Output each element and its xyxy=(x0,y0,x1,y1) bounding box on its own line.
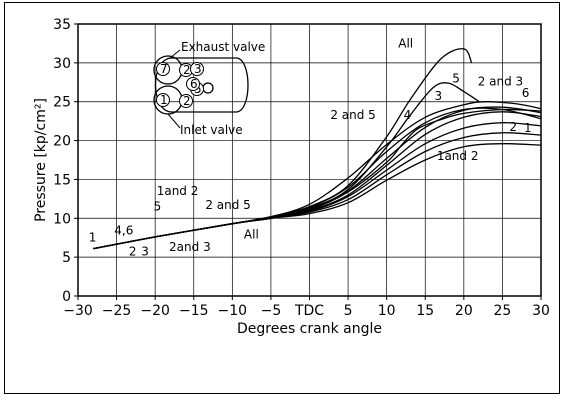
valve-position-number: 2 xyxy=(183,63,191,77)
valve-position-number: 7 xyxy=(160,62,168,76)
annotation-label: All xyxy=(398,36,413,50)
x-tick-label: 15 xyxy=(416,303,434,319)
annotation-label: All xyxy=(244,227,259,241)
x-tick-label: 20 xyxy=(455,303,473,319)
annotation-label: 1and 2 xyxy=(157,184,199,198)
x-tick-label: −20 xyxy=(140,303,170,319)
annotation-label: 2 xyxy=(509,120,517,134)
valve-position-marker xyxy=(156,62,170,76)
x-tick-label: −25 xyxy=(102,303,132,319)
series-line-2-and-5 xyxy=(93,108,542,250)
x-tick-label: 30 xyxy=(532,303,550,319)
series-line-5 xyxy=(93,82,480,250)
x-axis-label: Degrees crank angle xyxy=(237,321,382,337)
annotation-label: 2 and 5 xyxy=(330,108,375,122)
annotation-label: 3 xyxy=(141,245,149,259)
valve-position-marker xyxy=(156,93,170,107)
series-line-4 xyxy=(93,107,542,250)
series-line-2-and-3 xyxy=(93,101,542,250)
y-tick-label: 30 xyxy=(53,56,71,72)
series-line-1-and-2 xyxy=(93,143,542,250)
annotation-label: 1and 2 xyxy=(437,149,479,163)
annotation-label: 2and 3 xyxy=(169,240,211,254)
exhaust-valve-label: Exhaust valve xyxy=(181,40,265,54)
annotation-label: 1 xyxy=(89,231,97,245)
x-tick-label: −5 xyxy=(261,303,282,319)
series-line-3 xyxy=(93,106,542,250)
y-axis-label: Pressure [kp/cm²] xyxy=(33,98,49,222)
annotation-label: 1 xyxy=(524,121,532,135)
x-tick-label: 10 xyxy=(378,303,396,319)
series-lines xyxy=(93,48,542,250)
valve-position-number: 1 xyxy=(160,93,168,107)
inlet-valve-leader xyxy=(167,113,181,129)
y-tick-label: 5 xyxy=(62,250,71,266)
y-tick-label: 25 xyxy=(53,95,71,111)
annotation-label: 4 xyxy=(404,108,412,122)
exhaust-valve-leader xyxy=(169,49,181,59)
grid xyxy=(74,23,542,300)
y-tick-label: 0 xyxy=(62,289,71,305)
x-tick-label: −15 xyxy=(179,303,209,319)
valve-position-marker xyxy=(190,62,204,76)
inlet-valve-label: Inlet valve xyxy=(180,123,243,137)
annotation-label: 4,6 xyxy=(114,224,133,238)
y-tick-label: 10 xyxy=(53,211,71,227)
x-tick-label: TDC xyxy=(294,303,324,319)
tick-labels: −30 −25 −20 −15 −10 −5 TDC 5 10 15 20 25 30051015202… xyxy=(53,17,550,319)
injector-circle xyxy=(202,82,214,94)
annotation-label: 6 xyxy=(522,86,530,100)
plot-area-border xyxy=(77,23,542,297)
annotation-label: 3 xyxy=(435,89,443,103)
series-line-6 xyxy=(93,111,542,250)
x-tick-label: 5 xyxy=(344,303,353,319)
annotation-label: 5 xyxy=(452,71,460,85)
valve-position-number: 3 xyxy=(194,62,202,76)
x-tick-label: 25 xyxy=(494,303,512,319)
y-tick-label: 15 xyxy=(53,172,71,188)
annotation-label: 2 and 5 xyxy=(205,198,250,212)
annotation-label: 2 and 3 xyxy=(478,74,523,88)
valve-position-marker xyxy=(179,94,193,108)
y-tick-label: 35 xyxy=(53,17,71,33)
annotation-label: 5 xyxy=(154,200,162,214)
valve-position-number: 2 xyxy=(183,94,191,108)
x-tick-label: −30 xyxy=(63,303,93,319)
annotation-label: 2 xyxy=(129,245,137,259)
x-tick-label: −10 xyxy=(218,303,248,319)
y-tick-label: 20 xyxy=(53,134,71,150)
figure-frame xyxy=(4,2,560,394)
valve-position-number: 6 xyxy=(190,77,198,91)
valve-position-marker xyxy=(186,77,200,91)
